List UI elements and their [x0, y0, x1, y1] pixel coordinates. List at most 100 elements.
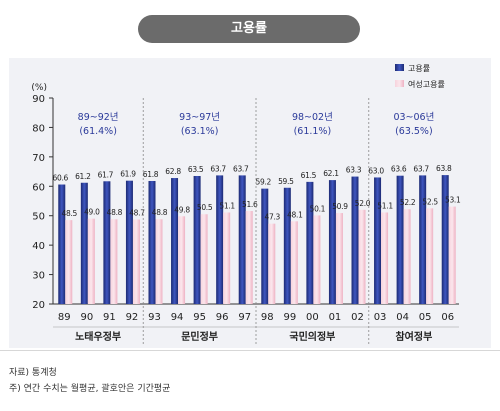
data-label-employment-rate: 63.0: [368, 166, 384, 175]
bar-employment-rate: [283, 187, 291, 304]
data-label-female-employment-rate: 52.2: [400, 198, 416, 207]
x-tick-label: 90: [80, 312, 93, 323]
bar-female-employment-rate: [448, 206, 456, 304]
bar-female-employment-rate: [313, 215, 321, 304]
bar-female-employment-rate: [223, 212, 231, 304]
legend-swatch-employment-rate: [395, 64, 404, 71]
data-label-female-employment-rate: 52.5: [422, 197, 438, 206]
bar-employment-rate: [80, 182, 88, 304]
data-label-employment-rate: 61.9: [120, 170, 136, 179]
data-label-employment-rate: 59.5: [278, 177, 294, 186]
x-tick-label: 01: [329, 312, 342, 323]
bar-employment-rate: [238, 175, 246, 304]
bar-female-employment-rate: [65, 220, 73, 304]
data-label-female-employment-rate: 51.6: [242, 200, 258, 209]
data-label-employment-rate: 63.7: [233, 164, 249, 173]
x-tick-label: 05: [419, 312, 432, 323]
bar-female-employment-rate: [381, 212, 389, 304]
data-label-female-employment-rate: 49.0: [84, 208, 100, 217]
data-label-employment-rate: 63.5: [188, 165, 204, 174]
data-label-female-employment-rate: 50.9: [332, 202, 348, 211]
x-tick-label: 89: [58, 312, 71, 323]
x-tick-label: 93: [148, 312, 161, 323]
data-label-employment-rate: 63.7: [413, 164, 429, 173]
data-label-female-employment-rate: 50.1: [310, 204, 326, 213]
legend-swatch-female-employment-rate: [395, 80, 404, 87]
x-tick-label: 00: [306, 312, 319, 323]
bar-employment-rate: [261, 188, 269, 304]
government-period-label: 노태우정부: [75, 330, 121, 343]
data-label-female-employment-rate: 49.8: [174, 205, 190, 214]
bar-employment-rate: [125, 180, 133, 304]
bar-female-employment-rate: [200, 214, 208, 304]
bar-female-employment-rate: [268, 223, 276, 304]
x-tick-label: 91: [103, 312, 116, 323]
bar-employment-rate: [103, 181, 111, 304]
y-tick-label: 60: [32, 182, 45, 193]
x-tick-label: 94: [171, 312, 184, 323]
bar-employment-rate: [419, 175, 427, 304]
data-label-employment-rate: 63.3: [346, 166, 362, 175]
bar-female-employment-rate: [335, 213, 343, 304]
bar-employment-rate: [328, 180, 336, 304]
x-tick-label: 06: [441, 312, 454, 323]
bar-employment-rate: [351, 176, 359, 304]
period-range-label: 03~06년: [393, 112, 434, 123]
bar-female-employment-rate: [358, 209, 366, 304]
data-label-employment-rate: 61.2: [75, 172, 91, 181]
x-tick-label: 04: [396, 312, 409, 323]
legend-label-female-employment-rate: 여성고용률: [408, 79, 445, 89]
data-label-female-employment-rate: 50.5: [197, 203, 213, 212]
data-label-employment-rate: 61.7: [98, 170, 114, 179]
x-tick-label: 03: [374, 312, 387, 323]
data-label-female-employment-rate: 51.1: [219, 201, 235, 210]
bar-employment-rate: [58, 184, 66, 304]
y-tick-label: 40: [32, 241, 45, 252]
x-tick-label: 99: [283, 312, 296, 323]
bar-employment-rate: [148, 180, 156, 304]
bar-female-employment-rate: [403, 209, 411, 304]
employment-rate-chart: (%) 20 30 40 50 60 70 80 90 60.6 48.5 89 61.2 49.0 90 6…: [31, 64, 461, 344]
data-label-employment-rate: 63.8: [436, 164, 452, 173]
y-tick-label: 90: [32, 94, 45, 105]
data-label-female-employment-rate: 48.8: [107, 208, 123, 217]
bar-female-employment-rate: [245, 211, 253, 304]
bar-female-employment-rate: [290, 221, 298, 304]
method-note: 주) 연간 수치는 월평균, 괄호안은 기간평균: [9, 384, 171, 394]
government-period-label: 문민정부: [181, 330, 218, 343]
period-average-label: (63.1%): [181, 126, 219, 137]
bar-female-employment-rate: [132, 219, 140, 304]
x-tick-label: 96: [216, 312, 229, 323]
y-tick-label: 30: [32, 271, 45, 282]
period-range-label: 89~92년: [78, 112, 119, 123]
bar-employment-rate: [193, 175, 201, 304]
bar-female-employment-rate: [110, 219, 118, 304]
bar-female-employment-rate: [87, 218, 95, 304]
data-label-employment-rate: 60.6: [53, 174, 69, 183]
government-period-label: 참여정부: [395, 330, 432, 343]
y-axis-unit-label: (%): [31, 83, 47, 93]
data-label-female-employment-rate: 51.1: [377, 201, 393, 210]
chart-title: 고용률: [231, 21, 267, 36]
x-tick-label: 95: [193, 312, 206, 323]
y-tick-label: 20: [32, 300, 45, 311]
x-tick-label: 92: [126, 312, 139, 323]
bar-employment-rate: [306, 181, 314, 304]
data-label-female-employment-rate: 47.3: [265, 213, 281, 222]
data-label-employment-rate: 61.8: [143, 170, 159, 179]
bar-employment-rate: [441, 175, 449, 304]
data-label-female-employment-rate: 53.1: [445, 196, 461, 205]
period-average-label: (63.5%): [395, 126, 433, 137]
period-range-label: 98~02년: [292, 112, 333, 123]
footnote-area: 자료) 통계청 주) 연간 수치는 월평균, 괄호안은 기간평균: [0, 350, 500, 411]
y-tick-label: 70: [32, 153, 45, 164]
government-period-label: 국민의정부: [289, 330, 335, 343]
bar-employment-rate: [171, 178, 179, 304]
x-tick-label: 97: [238, 312, 251, 323]
period-average-label: (61.4%): [79, 126, 117, 137]
bar-female-employment-rate: [178, 216, 186, 304]
source-note: 자료) 통계청: [9, 368, 57, 378]
period-range-label: 93~97년: [179, 112, 220, 123]
y-tick-label: 80: [32, 123, 45, 134]
legend-label-employment-rate: 고용률: [408, 64, 430, 73]
